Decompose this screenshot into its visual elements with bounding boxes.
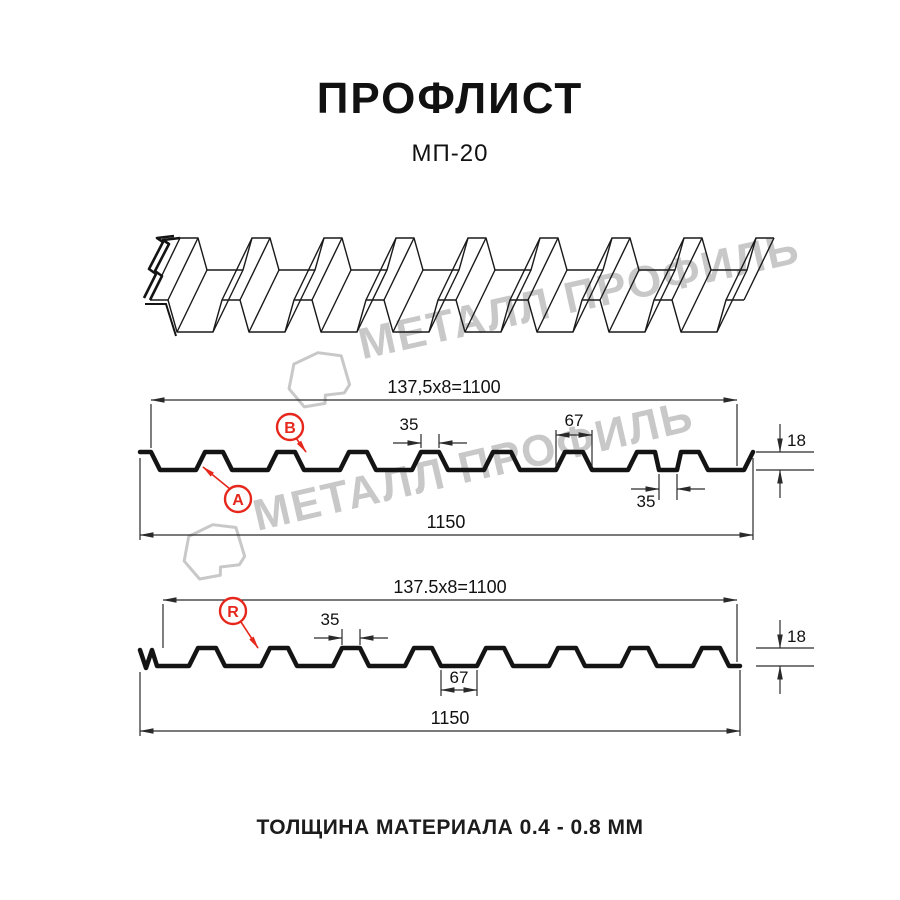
dim-label-coverage: 137,5x8=1100 bbox=[387, 377, 500, 397]
dim-overall-width: 1150 bbox=[139, 670, 741, 736]
dim-label-rib-top: 35 bbox=[321, 610, 340, 629]
callout-r: R bbox=[218, 596, 259, 649]
dim-rib-top-width: 35 bbox=[314, 610, 388, 645]
dim-profile-height: 18 bbox=[756, 424, 814, 498]
cross-section-face: 137,5x8=1100 35 67 35 18 bbox=[137, 377, 814, 540]
callout-a: A bbox=[202, 466, 253, 514]
sheet-3d-front-edge bbox=[150, 299, 744, 333]
watermark-brand: МЕТАЛЛ ПРОФИЛЬ bbox=[277, 224, 810, 413]
metall-profil-logo-icon bbox=[287, 351, 352, 409]
page-header: ПРОФЛИСТ МП-20 bbox=[0, 74, 900, 168]
callout-b: B bbox=[275, 412, 307, 453]
dim-valley-width: 67 bbox=[440, 668, 478, 696]
callout-r-label: R bbox=[227, 604, 239, 621]
dim-rib-top-width: 35 bbox=[393, 415, 467, 448]
dim-coverage-width: 137,5x8=1100 bbox=[150, 377, 738, 466]
dim-label-coverage: 137.5x8=1100 bbox=[393, 577, 506, 597]
page-subtitle: МП-20 bbox=[411, 140, 489, 167]
material-thickness-note: ТОЛЩИНА МАТЕРИАЛА 0.4 - 0.8 ММ bbox=[256, 816, 644, 839]
dim-label-height: 18 bbox=[787, 627, 806, 646]
dim-coverage-width: 137.5x8=1100 bbox=[162, 577, 738, 662]
dim-profile-height: 18 bbox=[756, 620, 814, 694]
dim-label-overall: 1150 bbox=[427, 512, 466, 532]
dim-label-overall: 1150 bbox=[431, 708, 470, 728]
sheet-3d-cut-edge bbox=[142, 234, 181, 301]
callout-a-label: A bbox=[232, 492, 244, 509]
metall-profil-logo-icon bbox=[182, 523, 247, 581]
sheet-3d-rib-edges bbox=[149, 237, 775, 333]
profile-outline-face bbox=[137, 449, 756, 473]
page-title: ПРОФЛИСТ bbox=[316, 74, 584, 123]
cross-section-reverse: 137.5x8=1100 35 67 18 1150 bbox=[137, 577, 814, 736]
dim-overall-width: 1150 bbox=[139, 458, 754, 540]
dim-label-valley: 67 bbox=[450, 668, 469, 687]
callout-b-label: B bbox=[284, 420, 296, 437]
sheet-3d-view bbox=[142, 234, 775, 337]
dim-rib-base-width: 67 bbox=[555, 411, 593, 466]
dim-label-height: 18 bbox=[787, 431, 806, 450]
dim-label-rib-top: 35 bbox=[400, 415, 419, 434]
dim-groove-width: 35 bbox=[631, 474, 705, 511]
sheet-3d-thickness-line bbox=[145, 303, 177, 337]
profile-outline-reverse bbox=[137, 645, 743, 671]
dim-label-rib-base: 67 bbox=[565, 411, 584, 430]
sheet-3d-back-edge bbox=[180, 237, 774, 271]
watermark-brand: МЕТАЛЛ ПРОФИЛЬ bbox=[172, 391, 705, 585]
dim-label-groove: 35 bbox=[637, 492, 656, 511]
